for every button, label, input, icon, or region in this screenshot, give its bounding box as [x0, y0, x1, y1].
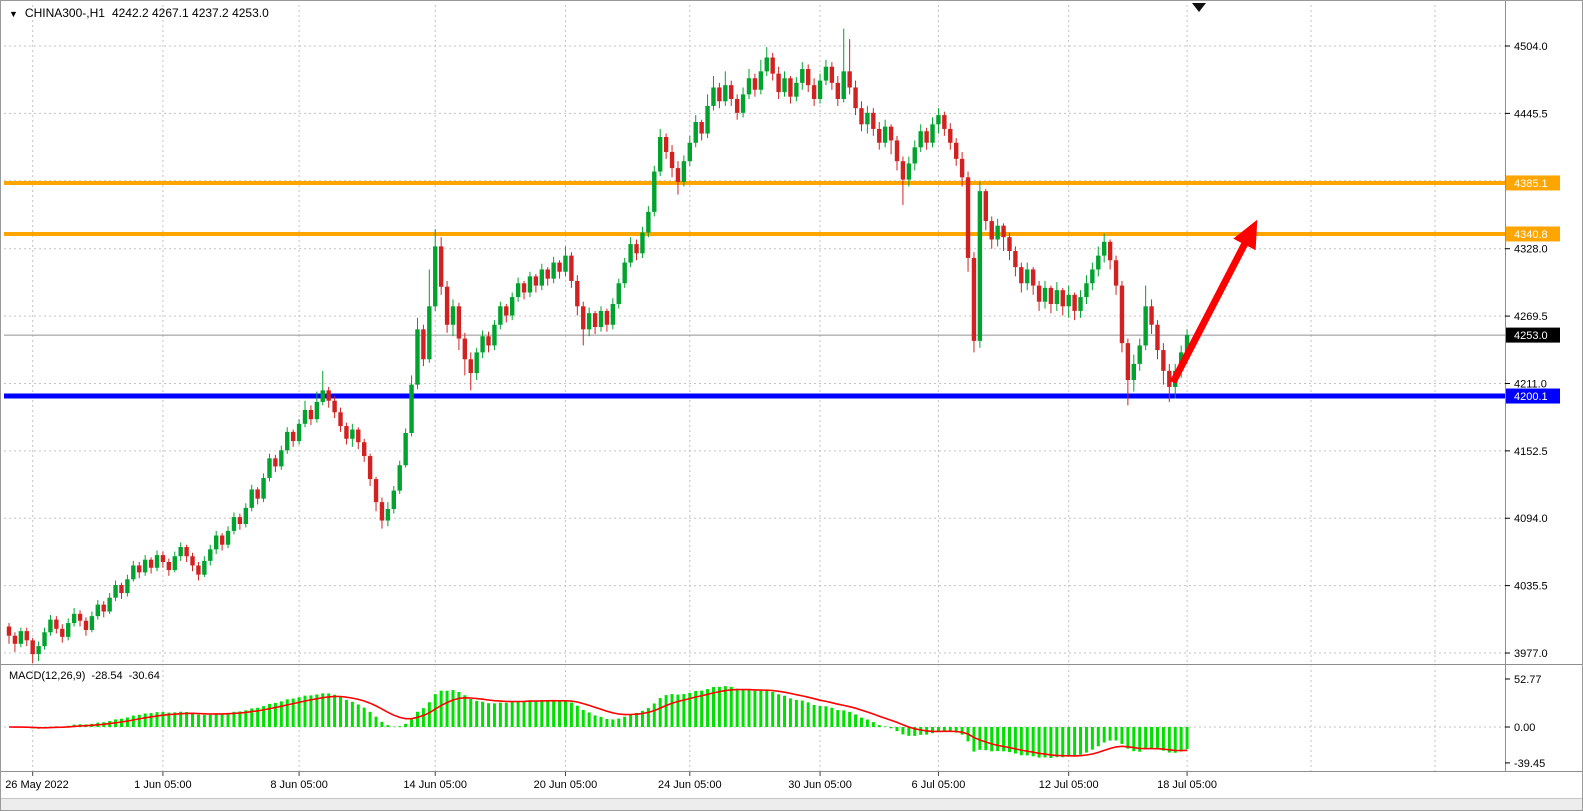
svg-text:4211.0: 4211.0 [1514, 378, 1547, 390]
svg-text:3977.0: 3977.0 [1514, 648, 1548, 660]
svg-text:14 Jun 05:00: 14 Jun 05:00 [403, 779, 467, 791]
macd-histogram [13, 686, 1189, 759]
chart-ohlc-values: 4242.2 4267.1 4237.2 4253.0 [111, 6, 269, 20]
macd-label: MACD(12,26,9) -28.54 -30.64 [9, 670, 166, 682]
chart-header: ▼ CHINA300-,H1 4242.2 4267.1 4237.2 4253.0 [9, 6, 276, 20]
svg-text:4269.5: 4269.5 [1514, 311, 1548, 323]
grid [4, 5, 1505, 771]
svg-text:4340.8: 4340.8 [1514, 229, 1548, 241]
macd-signal-line [8, 688, 1188, 757]
svg-text:0.00: 0.00 [1514, 722, 1535, 734]
symbol-dropdown-icon[interactable]: ▼ [9, 9, 18, 19]
macd-indicator-name: MACD(12,26,9) [9, 670, 86, 682]
svg-text:4200.1: 4200.1 [1514, 391, 1548, 403]
svg-text:4504.0: 4504.0 [1514, 41, 1548, 53]
svg-text:24 Jun 05:00: 24 Jun 05:00 [658, 779, 722, 791]
macd-main-value: -28.54 [91, 670, 123, 682]
chart-title: CHINA300-,H1 [24, 6, 105, 20]
svg-text:4035.5: 4035.5 [1514, 581, 1548, 593]
svg-text:4152.5: 4152.5 [1514, 446, 1548, 458]
svg-text:4253.0: 4253.0 [1514, 330, 1548, 342]
svg-text:30 Jun 05:00: 30 Jun 05:00 [788, 779, 852, 791]
svg-text:18 Jul 05:00: 18 Jul 05:00 [1157, 779, 1217, 791]
svg-text:6 Jul 05:00: 6 Jul 05:00 [912, 779, 966, 791]
time-axis[interactable]: 26 May 2022 1 Jun 05:00 8 Jun 05:00 14 Jun … [5, 772, 1217, 791]
price-axis[interactable]: 4504.0 4445.5 4328.0 4269.5 4211.0 4152.5 4094… [1505, 41, 1560, 770]
svg-text:4328.0: 4328.0 [1514, 244, 1548, 256]
svg-text:4445.5: 4445.5 [1514, 108, 1548, 120]
window-bottom-edge [1, 798, 1582, 810]
macd-signal-value: -30.64 [128, 670, 160, 682]
trend-arrow[interactable] [1169, 219, 1258, 384]
svg-text:4385.1: 4385.1 [1514, 178, 1548, 190]
svg-text:20 Jun 05:00: 20 Jun 05:00 [534, 779, 598, 791]
svg-text:4094.0: 4094.0 [1514, 513, 1548, 525]
svg-text:1 Jun 05:00: 1 Jun 05:00 [134, 779, 192, 791]
svg-text:12 Jul 05:00: 12 Jul 05:00 [1039, 779, 1099, 791]
candles [6, 28, 1190, 664]
svg-text:-39.45: -39.45 [1514, 758, 1545, 770]
svg-text:26 May 2022: 26 May 2022 [5, 779, 69, 791]
svg-text:8 Jun 05:00: 8 Jun 05:00 [270, 779, 328, 791]
chart-shift-marker-icon[interactable] [1192, 3, 1206, 12]
svg-text:52.77: 52.77 [1514, 674, 1542, 686]
